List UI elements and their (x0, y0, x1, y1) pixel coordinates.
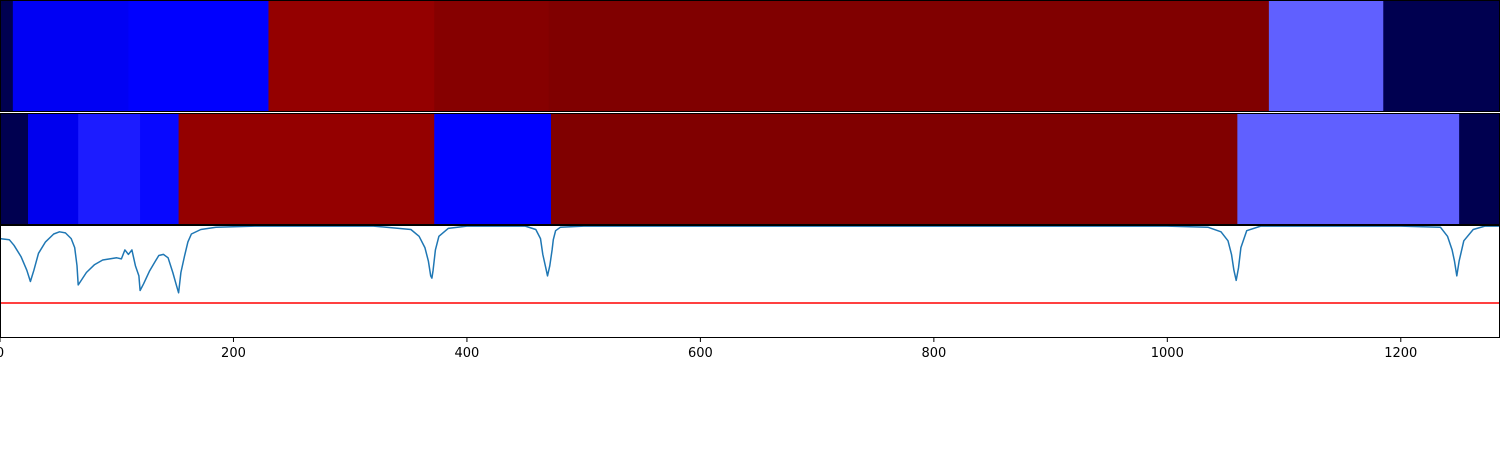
segment-3 (268, 0, 435, 112)
x-tick-label-3: 600 (688, 346, 713, 361)
segment-track-a (0, 0, 1500, 112)
segment-4 (178, 113, 435, 225)
segment-2 (128, 0, 269, 112)
segment-0 (0, 113, 29, 225)
segment-1 (12, 0, 129, 112)
x-tick-label-5: 1000 (1151, 346, 1184, 361)
segment-5 (434, 113, 552, 225)
segment-7 (1237, 113, 1460, 225)
segment-1 (28, 113, 79, 225)
segment-6 (550, 113, 1238, 225)
segment-0 (0, 0, 14, 112)
x-tick-label-6: 1200 (1384, 346, 1417, 361)
segment-6 (1268, 0, 1384, 112)
x-tick-label-0: 0 (0, 346, 4, 361)
line-panel-background (0, 225, 1500, 338)
x-axis: 0 200 400 600 800 1000 1200 (0, 338, 1417, 361)
segment-7 (1383, 0, 1500, 112)
x-tick-label-4: 800 (921, 346, 946, 361)
segment-5 (548, 0, 1270, 112)
segment-track-b (0, 113, 1500, 225)
boundary-line-panel (0, 225, 1500, 338)
segment-3 (140, 113, 180, 225)
segment-2 (78, 113, 141, 225)
boundary-line-series-0 (0, 225, 1500, 294)
segment-8 (1459, 113, 1500, 225)
x-tick-label-2: 400 (455, 346, 480, 361)
x-tick-label-1: 200 (221, 346, 246, 361)
segment-4 (434, 0, 550, 112)
